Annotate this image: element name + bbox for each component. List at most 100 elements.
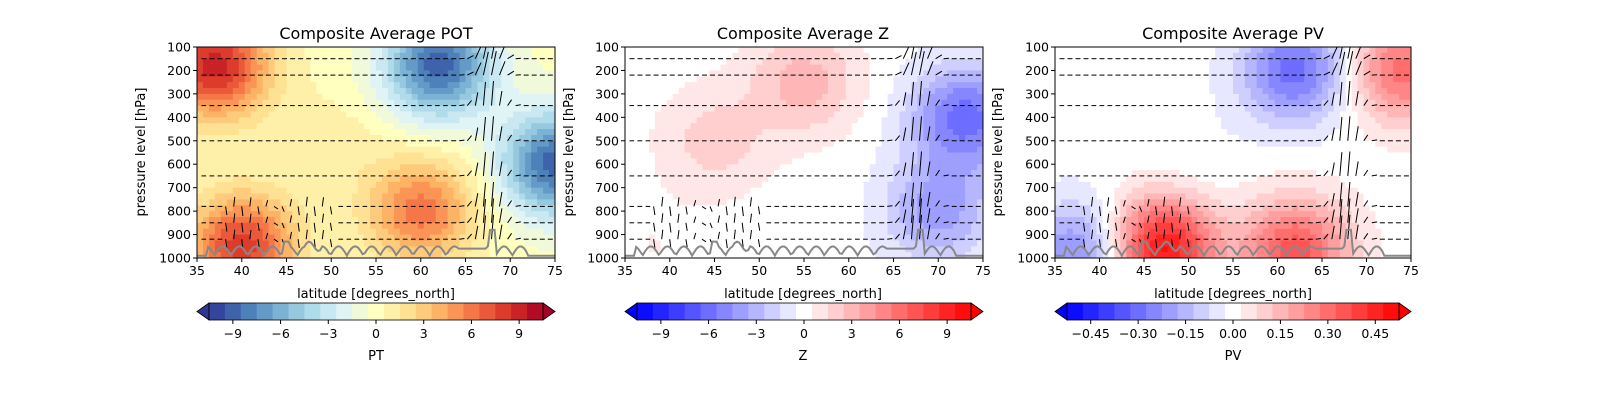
heatmap-cell	[660, 240, 668, 247]
heatmap-cell	[959, 175, 966, 183]
heatmap-cell	[405, 187, 413, 195]
heatmap-cell	[441, 82, 449, 89]
heatmap-cell	[750, 205, 757, 212]
heatmap-cell	[821, 211, 829, 218]
heatmap-cell	[238, 47, 246, 54]
heatmap-cell	[316, 170, 323, 177]
heatmap-cell	[708, 47, 716, 54]
heatmap-cell	[531, 129, 538, 136]
heatmap-cell	[417, 193, 425, 200]
heatmap-cell	[642, 52, 650, 60]
wind-arrow	[717, 199, 720, 207]
heatmap-cell	[322, 76, 329, 83]
heatmap-cell	[298, 152, 305, 159]
heatmap-cell	[857, 47, 865, 54]
heatmap-cell	[214, 199, 222, 206]
heatmap-cell	[762, 199, 769, 206]
heatmap-cell	[393, 175, 401, 183]
heatmap-cell	[286, 82, 294, 89]
heatmap-cell	[935, 146, 942, 154]
heatmap-cell	[286, 246, 294, 253]
heatmap-cell	[672, 193, 680, 200]
heatmap-cell	[358, 252, 365, 258]
heatmap-cell	[256, 181, 264, 189]
heatmap-cell	[941, 140, 948, 148]
heatmap-cell	[244, 52, 252, 60]
heatmap-cell	[947, 93, 954, 101]
heatmap-cell	[411, 47, 419, 54]
heatmap-cell	[316, 134, 323, 142]
heatmap-cell	[262, 117, 270, 124]
x-tick-label: 45	[279, 263, 295, 278]
heatmap-cell	[387, 240, 395, 247]
heatmap-cell	[441, 234, 449, 242]
heatmap-cell	[244, 152, 252, 159]
heatmap-cell	[666, 64, 674, 72]
heatmap-cell	[911, 164, 918, 171]
heatmap-cell	[738, 199, 745, 206]
heatmap-cell	[893, 58, 901, 66]
heatmap-cell	[678, 246, 686, 253]
heatmap-cell	[531, 234, 538, 242]
heatmap-cell	[274, 146, 282, 154]
heatmap-cell	[953, 64, 960, 72]
heatmap-cell	[708, 211, 716, 218]
heatmap-cell	[334, 123, 341, 130]
heatmap-cell	[935, 246, 942, 253]
heatmap-cell	[851, 252, 859, 258]
heatmap-cell	[423, 99, 431, 107]
heatmap-cell	[648, 246, 656, 253]
heatmap-cell	[959, 105, 966, 113]
heatmap-cell	[226, 140, 234, 148]
heatmap-cell	[941, 82, 948, 89]
heatmap-cell	[720, 58, 728, 66]
heatmap-cell	[232, 252, 240, 258]
heatmap-cell	[923, 70, 930, 77]
heatmap-cell	[630, 205, 638, 212]
heatmap-cell	[429, 129, 437, 136]
heatmap-cell	[513, 158, 520, 165]
heatmap-cell	[411, 140, 419, 148]
heatmap-cell	[965, 129, 972, 136]
heatmap-cell	[965, 140, 972, 148]
wind-arrow	[474, 47, 482, 59]
heatmap-cell	[648, 240, 656, 247]
heatmap-cell	[268, 228, 276, 236]
heatmap-cell	[648, 152, 656, 159]
heatmap-cell	[744, 117, 751, 124]
heatmap-cell	[720, 93, 728, 101]
heatmap-cell	[268, 82, 276, 89]
heatmap-cell	[768, 47, 775, 54]
heatmap-cell	[286, 123, 294, 130]
heatmap-cell	[537, 164, 544, 171]
heatmap-cell	[738, 129, 745, 136]
wind-arrow	[466, 100, 472, 106]
heatmap-cell	[809, 52, 817, 60]
heatmap-cell	[453, 193, 461, 200]
heatmap-cell	[423, 82, 431, 89]
heatmap-cell	[393, 70, 401, 77]
heatmap-cell	[851, 99, 859, 107]
heatmap-cell	[929, 216, 936, 224]
heatmap-cell	[513, 88, 520, 95]
heatmap-cell	[316, 211, 323, 218]
heatmap-cell	[899, 199, 907, 206]
heatmap-cell	[202, 211, 210, 218]
heatmap-cell	[435, 234, 443, 242]
heatmap-cell	[280, 193, 288, 200]
heatmap-cell	[893, 99, 901, 107]
heatmap-cell	[328, 123, 335, 130]
heatmap-cell	[244, 246, 252, 253]
heatmap-cell	[863, 105, 871, 113]
heatmap-cell	[923, 58, 930, 66]
heatmap-cell	[310, 82, 317, 89]
heatmap-cell	[786, 58, 793, 66]
heatmap-cell	[684, 146, 692, 154]
heatmap-cell	[393, 216, 401, 224]
heatmap-cell	[851, 216, 859, 224]
heatmap-cell	[471, 216, 479, 224]
heatmap-cell	[352, 222, 359, 230]
heatmap-cell	[543, 158, 550, 165]
heatmap-cell	[899, 205, 907, 212]
heatmap-cell	[839, 222, 847, 230]
